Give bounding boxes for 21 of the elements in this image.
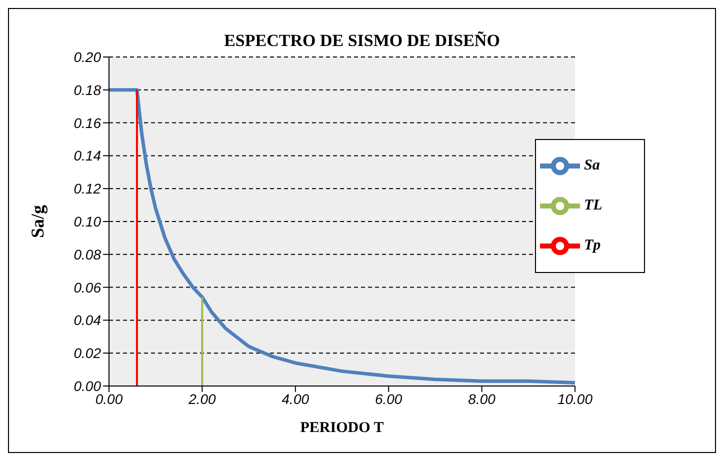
x-tick-label: 6.00 [374, 390, 402, 407]
y-tick-label: 0.16 [74, 114, 102, 131]
legend-label: TL [584, 197, 602, 214]
y-tick-label: 0.10 [74, 213, 102, 230]
x-tick-label: 10.00 [557, 390, 593, 407]
y-tick-label: 0.14 [74, 148, 102, 164]
y-tick-label: 0.20 [74, 48, 102, 65]
y-tick-label: 0.08 [74, 246, 102, 262]
y-axis-title: Sa/g [27, 204, 48, 238]
y-tick-label: 0.06 [74, 279, 102, 296]
x-tick-label: 4.00 [282, 390, 310, 407]
legend-label: Tp [584, 237, 601, 254]
y-tick-label: 0.18 [74, 82, 102, 98]
y-tick-label: 0.12 [74, 180, 102, 197]
x-tick-label: 8.00 [468, 390, 496, 407]
y-tick-label: 0.02 [74, 345, 102, 362]
y-tick-label: 0.04 [74, 312, 102, 328]
x-axis-title: PERIODO T [300, 420, 384, 436]
chart-title: ESPECTRO DE SISMO DE DISEÑO [224, 31, 500, 50]
x-tick-label: 2.00 [188, 390, 216, 407]
legend-label: Sa [584, 157, 600, 174]
